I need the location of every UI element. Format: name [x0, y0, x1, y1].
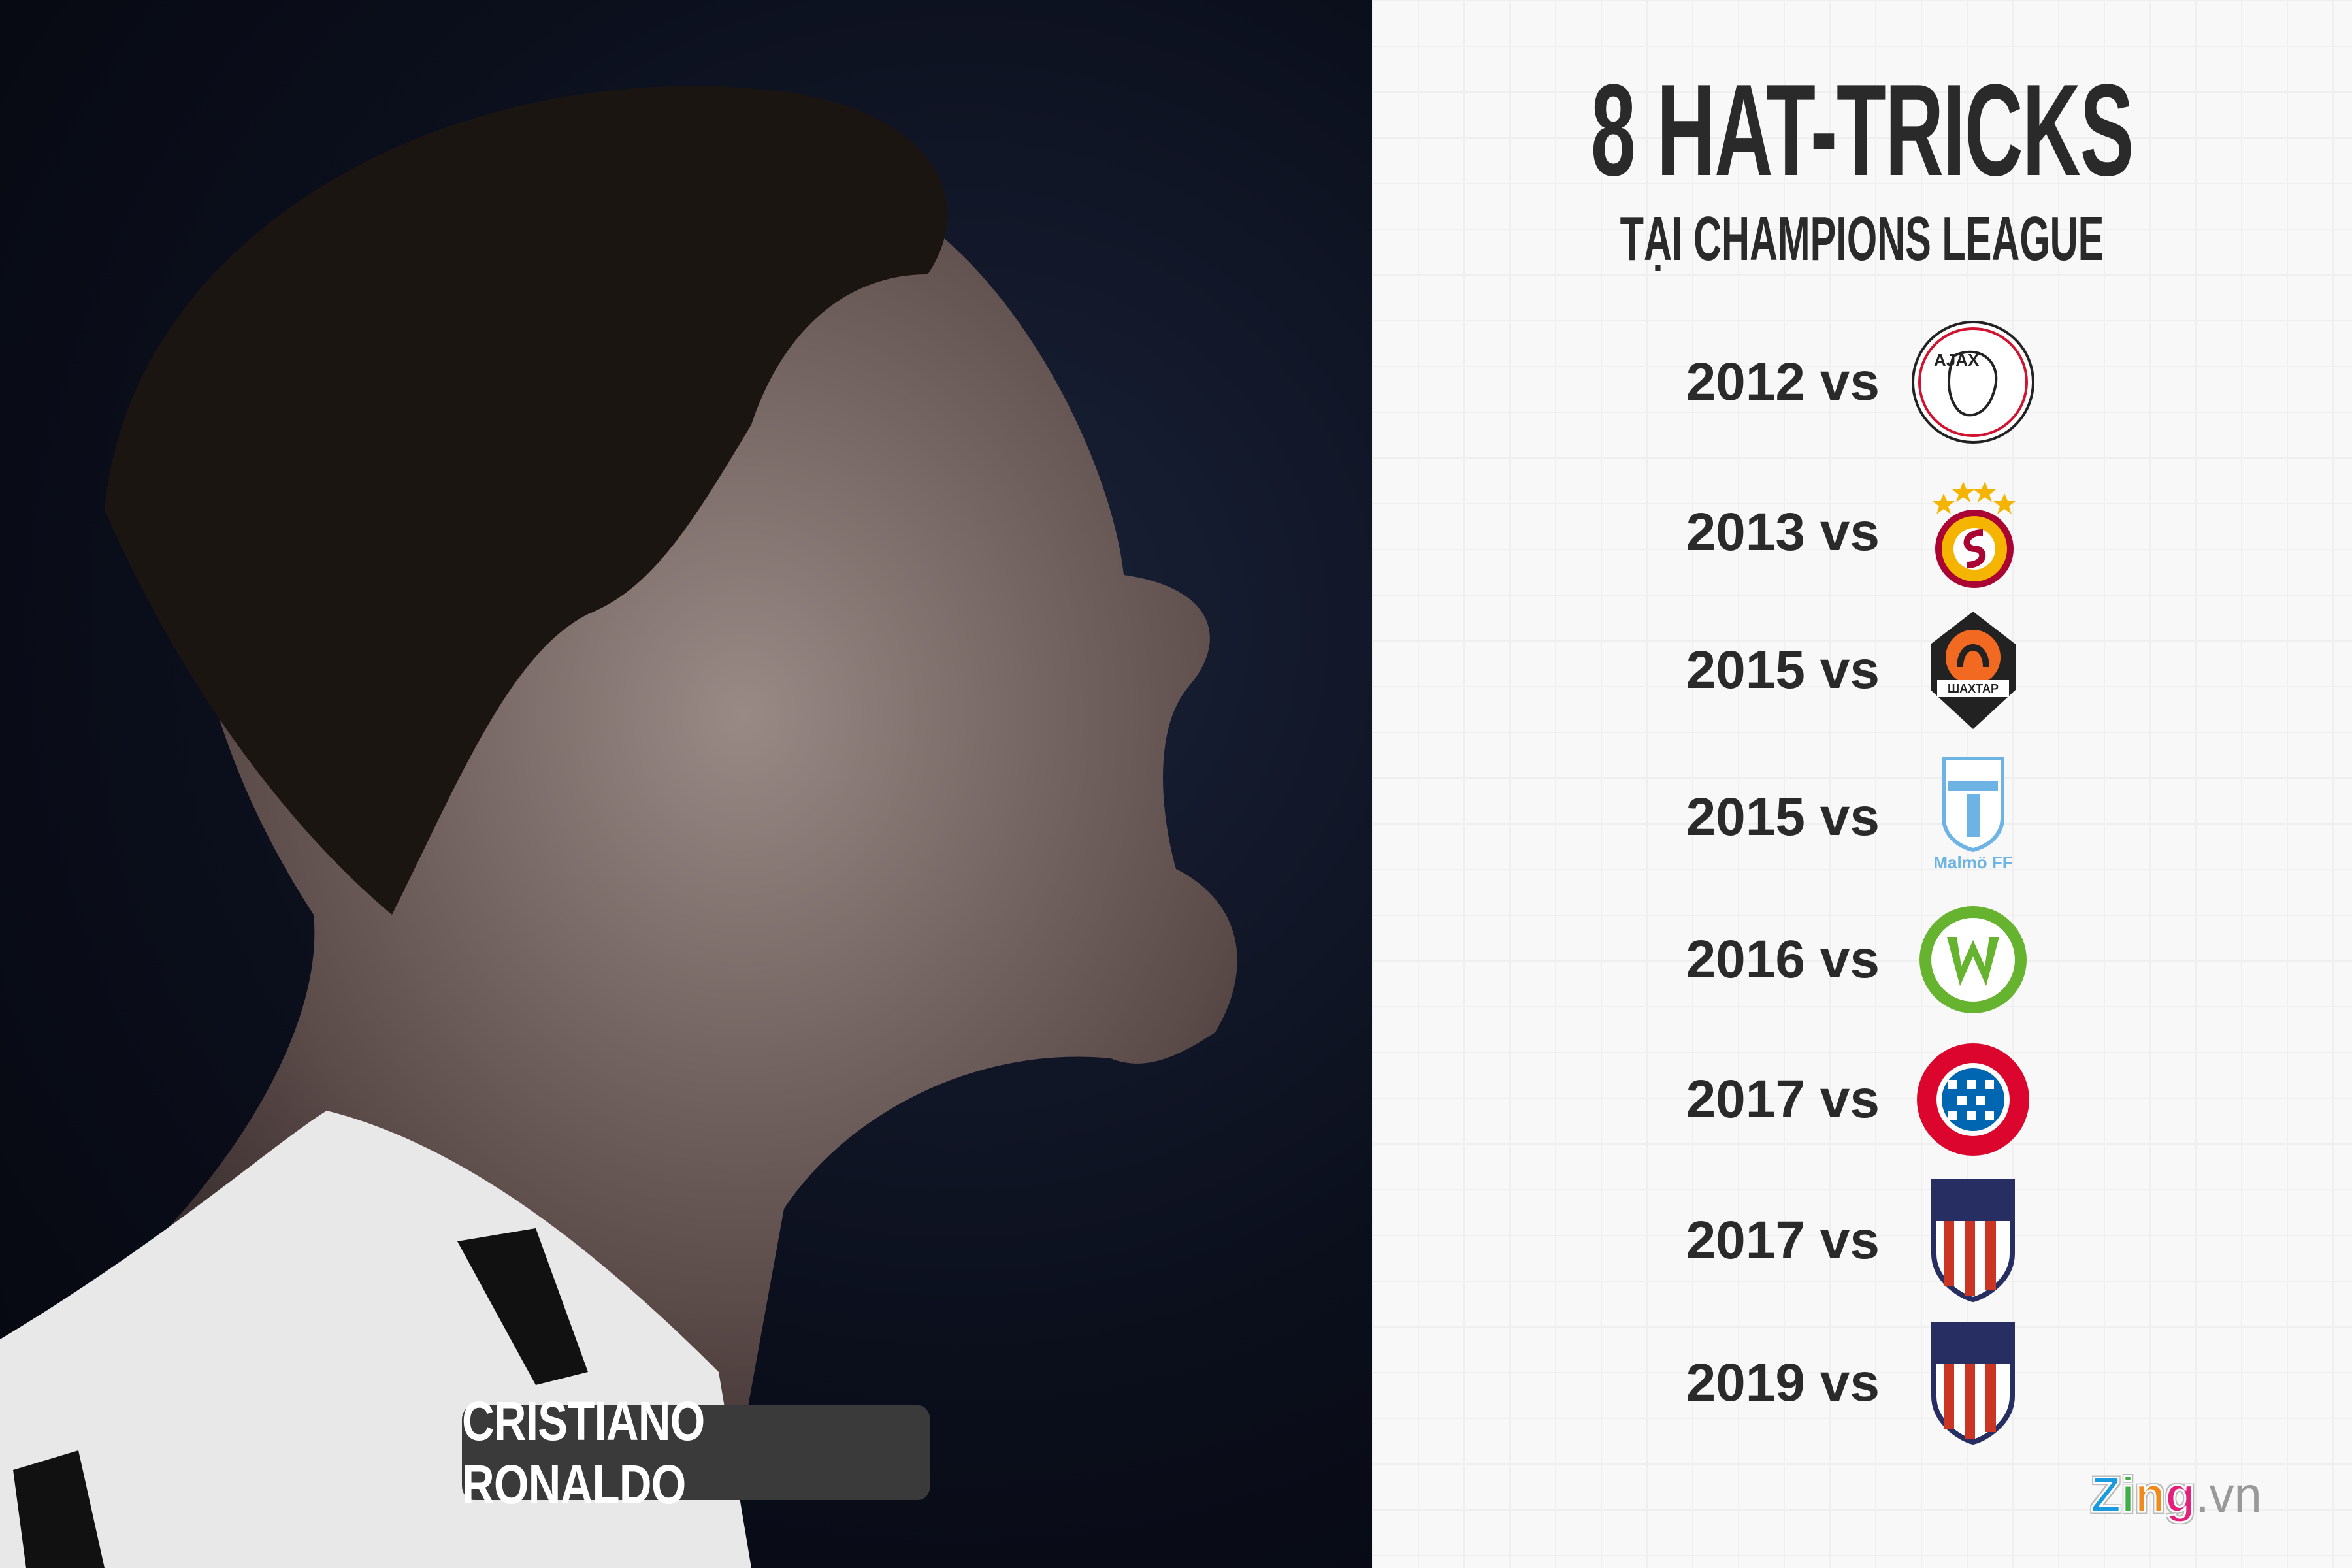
brand-domain: .vn: [2195, 1467, 2262, 1523]
svg-text:ШАХТАР: ШАХТАР: [1948, 682, 1999, 695]
brand-letter: g: [2164, 1467, 2196, 1524]
list-item: 2015 vs Malmö FF: [1372, 752, 2352, 883]
year-label: 2013 vs: [1686, 502, 1880, 562]
wolfsburg-crest-icon: [1919, 906, 2027, 1013]
shakhtar-crest-icon: ШАХТАР: [1931, 612, 2016, 729]
year-label: 2019 vs: [1686, 1353, 1880, 1413]
year-label: 2015 vs: [1686, 640, 1880, 700]
year-label: 2015 vs: [1686, 787, 1880, 847]
bayern-crest-icon: [1917, 1043, 2029, 1156]
malmo-crest-icon: Malmö FF: [1933, 757, 2013, 872]
year-label: 2017 vs: [1686, 1070, 1880, 1129]
list-item: 2013 vs: [1372, 467, 2352, 598]
svg-text:AJAX: AJAX: [1934, 350, 1980, 370]
atletico-crest-icon: [1931, 1179, 2015, 1303]
hat-tricks-panel: 8 HAT-TRICKS TẠI CHAMPIONS LEAGUE 2012 v…: [1372, 0, 2352, 1568]
brand-letter: n: [2134, 1467, 2166, 1524]
page-subtitle: TẠI CHAMPIONS LEAGUE: [1620, 204, 2104, 274]
player-silhouette: [0, 86, 1237, 1568]
list-item: 2012 vs AJAX: [1372, 317, 2352, 448]
brand-name: Zing: [2089, 1467, 2196, 1524]
list-item: 2017 vs: [1372, 1034, 2352, 1165]
list-item: 2015 vs ШАХТАР: [1372, 605, 2352, 736]
year-label: 2012 vs: [1686, 352, 1880, 412]
year-label: 2016 vs: [1686, 930, 1880, 989]
brand-letter: Z: [2089, 1467, 2121, 1524]
player-name-label: CRISTIANO RONALDO: [462, 1390, 930, 1515]
list-item: 2016 vs: [1372, 894, 2352, 1025]
ajax-crest-icon: AJAX: [1912, 321, 2034, 444]
zing-logo: Zing.vn: [2089, 1467, 2262, 1524]
brand-letter: i: [2120, 1467, 2136, 1524]
list-item: 2019 vs: [1372, 1318, 2352, 1448]
atletico-crest-icon: [1931, 1322, 2015, 1445]
galatasaray-crest-icon: [1933, 482, 2016, 588]
player-photo: CRISTIANO RONALDO: [0, 0, 1372, 1568]
page-title: 8 HAT-TRICKS: [1590, 57, 2134, 203]
svg-text:Malmö FF: Malmö FF: [1933, 853, 2012, 872]
year-label: 2017 vs: [1686, 1211, 1880, 1270]
list-item: 2017 vs: [1372, 1175, 2352, 1306]
